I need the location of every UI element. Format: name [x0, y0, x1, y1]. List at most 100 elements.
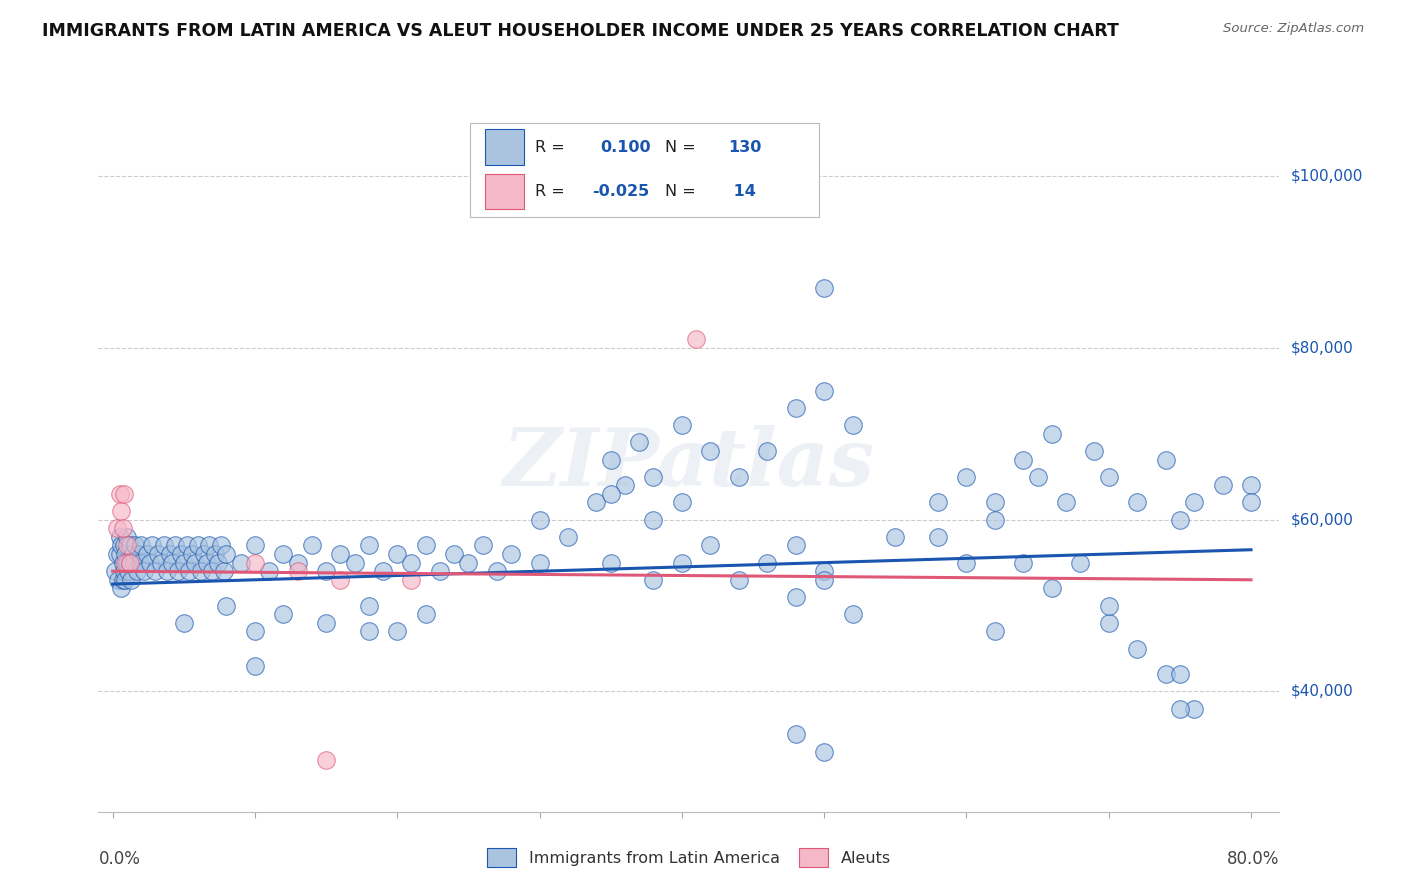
Point [115, 538, 138, 552]
Point [813, 281, 835, 295]
Point [201, 564, 224, 578]
Point [129, 538, 152, 552]
Point [1126, 641, 1149, 656]
Point [105, 547, 128, 561]
Point [756, 444, 779, 458]
Point [1098, 599, 1121, 613]
Point [1182, 701, 1205, 715]
Point [110, 504, 132, 518]
Point [111, 521, 134, 535]
Point [643, 573, 665, 587]
Point [485, 564, 508, 578]
Point [813, 745, 835, 759]
Point [121, 547, 143, 561]
Point [115, 530, 138, 544]
Legend: Immigrants from Latin America, Aleuts: Immigrants from Latin America, Aleuts [481, 842, 897, 873]
Point [1012, 452, 1035, 467]
Point [984, 513, 1007, 527]
Point [165, 538, 187, 552]
Point [1083, 444, 1105, 458]
Point [756, 556, 779, 570]
Point [215, 547, 238, 561]
Point [785, 401, 807, 415]
Point [1154, 452, 1177, 467]
Point [173, 615, 195, 630]
Point [884, 530, 907, 544]
Point [585, 495, 607, 509]
FancyBboxPatch shape [485, 174, 523, 210]
Point [1126, 495, 1149, 509]
Text: -0.025: -0.025 [592, 184, 650, 199]
Point [643, 513, 665, 527]
Point [120, 573, 142, 587]
Point [599, 487, 621, 501]
Point [150, 556, 173, 570]
Point [287, 556, 309, 570]
Point [1168, 701, 1191, 715]
Point [415, 607, 437, 622]
Point [387, 624, 409, 639]
Point [141, 538, 163, 552]
Point [841, 418, 863, 433]
Point [243, 658, 266, 673]
Point [685, 332, 707, 346]
Point [135, 547, 157, 561]
Point [111, 573, 134, 587]
Point [699, 444, 721, 458]
Point [215, 599, 238, 613]
Point [1026, 469, 1049, 483]
Text: N =: N = [665, 140, 702, 155]
Point [401, 556, 423, 570]
Point [371, 564, 394, 578]
Point [148, 547, 170, 561]
Point [105, 521, 128, 535]
Point [159, 547, 181, 561]
Text: R =: R = [536, 140, 571, 155]
Point [108, 530, 131, 544]
Point [1069, 556, 1091, 570]
Point [1182, 495, 1205, 509]
Point [176, 538, 198, 552]
Point [785, 538, 807, 552]
Point [813, 384, 835, 398]
Point [499, 547, 522, 561]
Point [628, 435, 651, 450]
Point [273, 547, 295, 561]
Point [108, 547, 131, 561]
Text: $100,000: $100,000 [1291, 169, 1362, 184]
Point [110, 582, 132, 596]
Point [115, 556, 138, 570]
FancyBboxPatch shape [485, 129, 523, 165]
Point [387, 547, 409, 561]
Point [813, 573, 835, 587]
Point [984, 624, 1007, 639]
Point [813, 564, 835, 578]
Point [927, 530, 949, 544]
Point [401, 573, 423, 587]
Point [699, 538, 721, 552]
Point [841, 607, 863, 622]
Point [315, 564, 337, 578]
Text: 80.0%: 80.0% [1227, 850, 1279, 868]
Point [343, 556, 366, 570]
Point [1240, 495, 1263, 509]
Point [287, 564, 309, 578]
Point [125, 564, 148, 578]
Point [357, 538, 380, 552]
Point [187, 538, 209, 552]
Point [153, 538, 176, 552]
Point [167, 564, 190, 578]
Point [415, 538, 437, 552]
Text: Source: ZipAtlas.com: Source: ZipAtlas.com [1223, 22, 1364, 36]
Point [209, 538, 232, 552]
Point [229, 556, 252, 570]
Text: 14: 14 [728, 184, 756, 199]
Point [170, 547, 193, 561]
Point [1098, 469, 1121, 483]
Point [204, 547, 226, 561]
Point [243, 624, 266, 639]
Point [257, 564, 280, 578]
Point [529, 513, 551, 527]
Point [156, 564, 179, 578]
Point [207, 556, 229, 570]
